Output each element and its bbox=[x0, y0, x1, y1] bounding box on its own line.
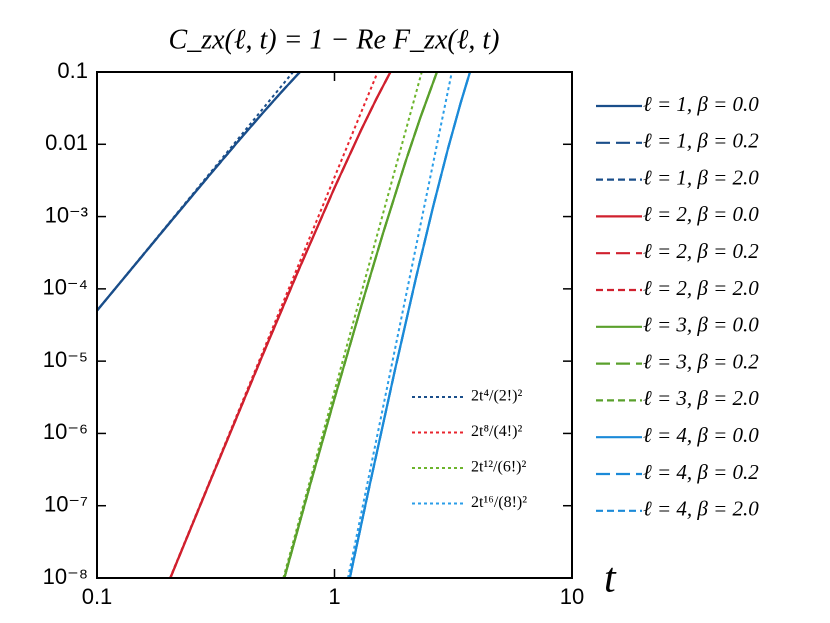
chart-title: C_zx(ℓ, t) = 1 − Re F_zx(ℓ, t) bbox=[169, 24, 500, 55]
plot-frame bbox=[96, 71, 573, 579]
y-tick-label: 0.1 bbox=[57, 58, 88, 83]
y-tick-label: 10⁻⁴ bbox=[42, 275, 88, 300]
legend-label: 2t¹²/(6!)² bbox=[471, 459, 526, 476]
line bbox=[97, 72, 301, 312]
legend-label: ℓ = 1, β = 0.0 bbox=[643, 92, 759, 116]
line bbox=[169, 72, 392, 578]
legend-label: ℓ = 4, β = 0.0 bbox=[643, 423, 759, 447]
y-tick-label: 10⁻⁶ bbox=[43, 419, 88, 444]
legend-label: ℓ = 3, β = 0.2 bbox=[643, 349, 759, 373]
x-tick-label: 1 bbox=[328, 584, 340, 609]
line bbox=[169, 72, 392, 578]
legend-label: 2t¹⁶/(8!)² bbox=[471, 494, 527, 511]
legend-label: ℓ = 3, β = 0.0 bbox=[643, 313, 759, 337]
legend-label: ℓ = 4, β = 2.0 bbox=[643, 497, 759, 521]
legend-label: ℓ = 2, β = 0.0 bbox=[643, 202, 759, 226]
y-tick-label: 10⁻⁵ bbox=[43, 347, 88, 372]
legend-label: ℓ = 1, β = 0.2 bbox=[643, 129, 759, 153]
y-tick-label: 0.01 bbox=[45, 130, 88, 155]
legend-label: ℓ = 4, β = 0.2 bbox=[643, 460, 759, 484]
legend-label: 2t⁴/(2!)² bbox=[471, 388, 522, 405]
line bbox=[283, 72, 438, 578]
y-tick-label: 10⁻³ bbox=[45, 202, 88, 227]
line bbox=[348, 72, 472, 578]
x-axis-label: t bbox=[604, 556, 617, 602]
legend-label: ℓ = 1, β = 2.0 bbox=[643, 165, 759, 189]
y-tick-label: 10⁻⁸ bbox=[43, 564, 88, 589]
legend-label: ℓ = 2, β = 0.2 bbox=[643, 239, 759, 263]
legend-label: 2t⁸/(4!)² bbox=[471, 423, 522, 440]
line bbox=[169, 72, 392, 578]
line bbox=[283, 72, 438, 578]
x-tick-label: 10 bbox=[560, 584, 584, 609]
y-tick-label: 10⁻⁷ bbox=[44, 492, 88, 517]
line bbox=[283, 72, 438, 578]
x-tick-label: 0.1 bbox=[82, 584, 113, 609]
line bbox=[347, 72, 453, 578]
legend-label: ℓ = 3, β = 2.0 bbox=[643, 386, 759, 410]
legend-label: ℓ = 2, β = 2.0 bbox=[643, 276, 759, 300]
